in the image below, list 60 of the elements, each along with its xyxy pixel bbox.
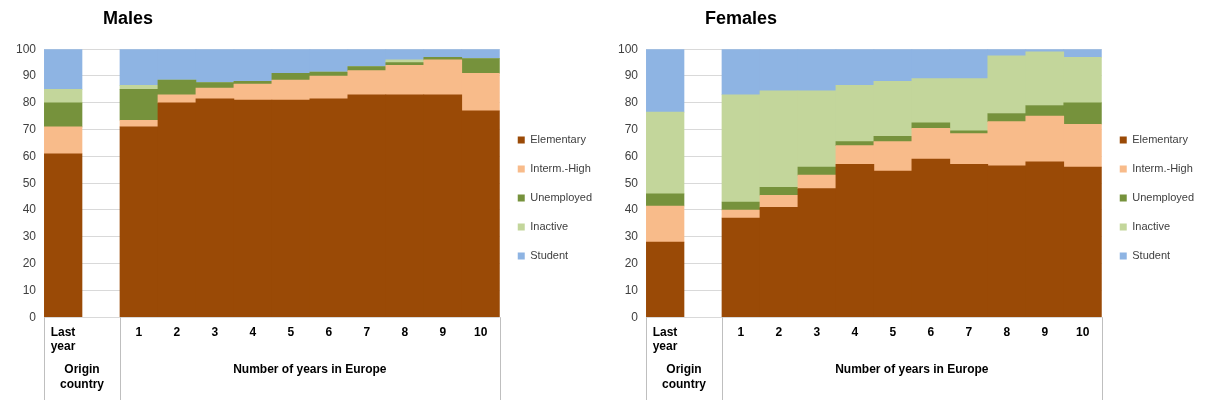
x-tick-label: 4	[249, 324, 257, 339]
y-tick-label: 70	[22, 121, 37, 136]
y-tick-label: 60	[22, 148, 37, 163]
y-tick-label: 80	[22, 95, 37, 110]
y-tick-label: 50	[22, 175, 37, 190]
legend-label: Inactive	[1132, 220, 1171, 233]
x-tick-label: 3	[211, 324, 219, 339]
y-tick-label: 80	[624, 95, 639, 110]
x-tick-label: 6	[325, 324, 333, 339]
y-tick-label: 0	[29, 309, 37, 324]
x-tick-label: 9	[1041, 324, 1049, 339]
y-tick-label: 40	[624, 202, 639, 217]
text: Origin country	[661, 361, 707, 391]
x-tick-label: Last year	[50, 324, 76, 354]
x-tick-label: 4	[851, 324, 859, 339]
y-tick-label: 100	[15, 41, 37, 56]
legend-label: Interm.-High	[530, 162, 591, 175]
y-tick-label: 10	[22, 282, 37, 297]
y-tick-label: 60	[624, 148, 639, 163]
chart-title: Males	[102, 8, 155, 30]
x-tick-label: 3	[813, 324, 821, 339]
y-tick-label: 20	[22, 255, 37, 270]
x-tick-label: 9	[439, 324, 447, 339]
x-tick-label: Last year	[652, 324, 678, 354]
chart-title: Females	[704, 8, 779, 30]
y-tick-label: 90	[22, 68, 37, 83]
x-tick-label: 5	[889, 324, 897, 339]
x-tick-label: 5	[287, 324, 295, 339]
y-tick-label: 30	[624, 229, 639, 244]
x-tick-label: 2	[173, 324, 181, 339]
y-tick-label: 20	[624, 255, 639, 270]
y-tick-label: 0	[631, 309, 639, 324]
legend-label: Unemployed	[530, 191, 593, 204]
x-tick-label: 8	[401, 324, 409, 339]
y-tick-label: 90	[624, 68, 639, 83]
x-tick-label: 7	[965, 324, 973, 339]
legend-label: Interm.-High	[1132, 162, 1193, 175]
text: Origin country	[59, 361, 105, 391]
x-tick-label: 7	[363, 324, 371, 339]
legend-label: Elementary	[530, 133, 587, 146]
y-tick-label: 10	[624, 282, 639, 297]
text: Number of years in Europe	[835, 361, 989, 376]
x-tick-label: 1	[737, 324, 745, 339]
legend-label: Unemployed	[1132, 191, 1195, 204]
legend-label: Inactive	[530, 220, 569, 233]
x-tick-label: 2	[775, 324, 783, 339]
x-tick-label: 10	[1076, 324, 1090, 339]
y-tick-label: 70	[624, 121, 639, 136]
y-tick-label: 100	[617, 41, 639, 56]
legend-label: Elementary	[1132, 133, 1189, 146]
legend-label: Student	[530, 249, 569, 262]
legend-label: Student	[1132, 249, 1171, 262]
y-tick-label: 30	[22, 229, 37, 244]
x-tick-label: 8	[1003, 324, 1011, 339]
x-tick-label: 10	[474, 324, 488, 339]
x-tick-label: 6	[927, 324, 935, 339]
text: Number of years in Europe	[233, 361, 387, 376]
y-tick-label: 50	[624, 175, 639, 190]
x-tick-label: 1	[135, 324, 143, 339]
y-tick-label: 40	[22, 202, 37, 217]
